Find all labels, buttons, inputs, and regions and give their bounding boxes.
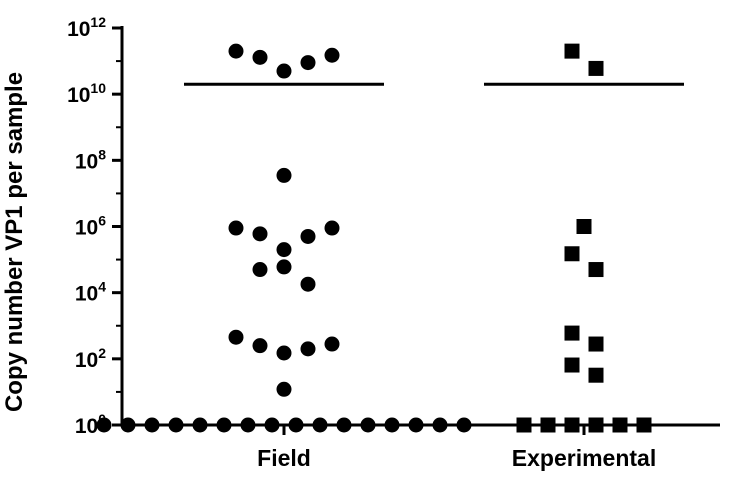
data-point-field: [228, 220, 244, 236]
data-point-field: [360, 417, 376, 433]
data-point-field: [276, 242, 292, 258]
y-tick-label: 106: [75, 213, 106, 240]
data-point-field: [276, 63, 292, 79]
data-point-experimental: [540, 417, 556, 433]
data-point-field: [240, 417, 256, 433]
data-point-field: [456, 417, 472, 433]
data-point-field: [96, 417, 112, 433]
data-point-experimental: [588, 60, 604, 76]
data-point-field: [300, 55, 316, 71]
data-point-field: [252, 262, 268, 278]
y-tick-label: 108: [75, 146, 106, 173]
x-tick-label: Field: [257, 445, 311, 471]
data-point-field: [300, 341, 316, 357]
data-point-field: [228, 329, 244, 345]
data-point-experimental: [564, 357, 580, 373]
data-point-experimental: [564, 246, 580, 262]
data-points: [96, 43, 652, 433]
x-axis: Field Experimental: [120, 423, 720, 471]
data-point-experimental: [588, 262, 604, 278]
data-point-field: [300, 276, 316, 292]
data-point-experimental: [564, 417, 580, 433]
x-tick-label: Experimental: [512, 445, 656, 471]
data-point-experimental: [576, 219, 592, 234]
data-point-field: [324, 336, 340, 352]
y-tick-label: 1010: [67, 80, 106, 107]
data-point-field: [384, 417, 400, 433]
data-point-field: [252, 49, 268, 65]
data-point-field: [120, 417, 136, 433]
data-point-field: [324, 220, 340, 236]
data-point-field: [168, 417, 184, 433]
y-axis: 10010210410610810101012: [67, 14, 124, 438]
data-point-experimental: [588, 336, 604, 352]
data-point-experimental: [516, 417, 532, 433]
data-point-experimental: [588, 417, 604, 433]
data-point-experimental: [636, 417, 652, 433]
y-tick-label: 1012: [67, 14, 106, 41]
data-point-field: [276, 345, 292, 361]
data-point-field: [252, 226, 268, 242]
data-point-field: [228, 43, 244, 59]
data-point-field: [192, 417, 208, 433]
data-point-field: [336, 417, 352, 433]
data-point-field: [324, 47, 340, 63]
data-point-field: [432, 417, 448, 433]
y-tick-label: 104: [75, 279, 106, 306]
data-point-experimental: [588, 367, 604, 383]
y-tick-label: 102: [75, 345, 106, 372]
data-point-field: [408, 417, 424, 433]
data-point-field: [252, 338, 268, 354]
data-point-field: [144, 417, 160, 433]
data-point-experimental: [564, 325, 580, 341]
data-point-field: [276, 167, 292, 183]
data-point-field: [312, 417, 328, 433]
data-point-experimental: [564, 43, 580, 59]
data-point-field: [288, 417, 304, 433]
data-point-field: [216, 417, 232, 433]
data-point-field: [264, 417, 280, 433]
data-point-field: [276, 259, 292, 275]
y-axis-title: Copy number VP1 per sample: [1, 72, 28, 412]
data-point-field: [300, 228, 316, 244]
data-point-experimental: [612, 417, 628, 433]
data-point-field: [276, 381, 292, 397]
